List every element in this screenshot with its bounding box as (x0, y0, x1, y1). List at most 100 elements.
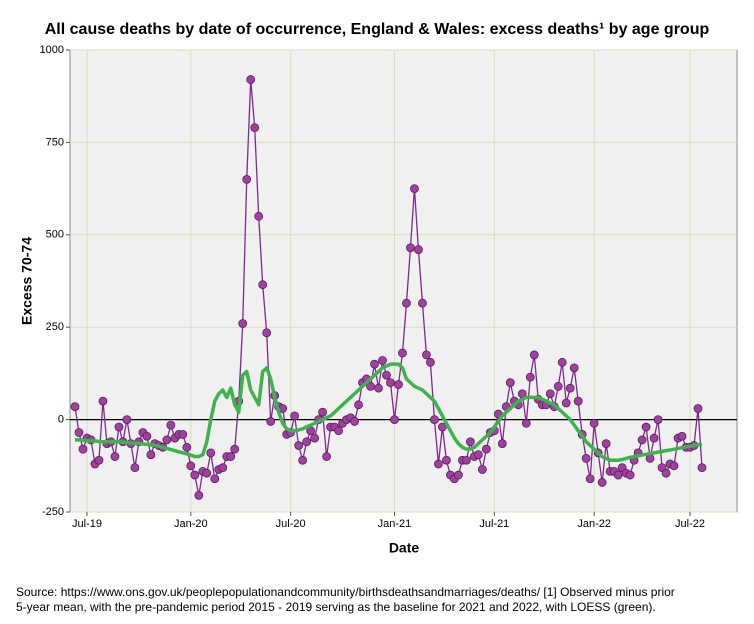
data-point (190, 470, 200, 480)
data-point (697, 463, 707, 473)
data-point (390, 415, 399, 425)
data-point (98, 396, 108, 406)
data-point (569, 363, 579, 373)
data-point (194, 490, 204, 500)
data-point (254, 211, 264, 221)
data-point (625, 470, 635, 480)
data-point (557, 357, 567, 367)
data-point (246, 75, 256, 84)
data-point (350, 417, 359, 426)
data-point (130, 463, 140, 473)
data-point (414, 245, 423, 254)
y-tick-label: 500 (46, 229, 64, 241)
data-point (477, 465, 487, 474)
x-tick-label: Jul-21 (479, 518, 509, 530)
x-tick-label: Jul-20 (276, 518, 306, 530)
data-point (302, 437, 312, 447)
data-point (525, 372, 535, 382)
data-point (146, 450, 156, 460)
data-point (178, 429, 188, 439)
data-point (318, 407, 328, 417)
data-point (497, 439, 507, 449)
data-point (206, 448, 216, 458)
data-point (298, 455, 308, 465)
data-point (430, 415, 439, 425)
data-point (374, 383, 383, 393)
data-point (613, 470, 623, 480)
data-point (641, 422, 651, 432)
data-point (521, 418, 531, 428)
x-tick-label: Jan-22 (577, 518, 611, 530)
data-point (370, 359, 379, 369)
y-tick-label: 750 (46, 136, 64, 148)
x-tick-label: Jan-20 (174, 518, 208, 530)
data-point (94, 455, 104, 465)
data-point (310, 433, 320, 443)
loess-line (75, 362, 703, 463)
data-point (250, 123, 260, 133)
data-point (162, 435, 172, 445)
data-point (505, 378, 515, 388)
data-point (258, 280, 268, 290)
data-point (322, 452, 331, 461)
data-point (418, 298, 427, 308)
data-point (406, 243, 415, 253)
data-point (581, 454, 591, 463)
y-axis-title: Excess 70-74 (19, 237, 35, 325)
data-point (601, 439, 611, 449)
data-point (573, 396, 583, 406)
data-point (438, 422, 447, 432)
data-point (410, 184, 419, 194)
data-point (142, 431, 152, 441)
source-note: 5-year mean, with the pre-pandemic perio… (16, 600, 656, 614)
data-point (218, 463, 228, 473)
data-point (426, 357, 435, 367)
data-point (585, 474, 595, 484)
data-point (266, 417, 276, 426)
data-point (529, 350, 539, 360)
data-point (545, 389, 555, 399)
data-point (473, 450, 483, 460)
y-tick-label: 250 (46, 321, 64, 333)
x-axis-title: Date (389, 540, 420, 556)
data-point (465, 437, 475, 447)
data-point (677, 431, 687, 441)
data-point (589, 418, 599, 428)
data-point (166, 420, 176, 430)
data-point (661, 468, 671, 478)
data-point (182, 442, 192, 452)
data-point (653, 415, 663, 425)
data-point (565, 383, 575, 393)
data-point (398, 348, 407, 358)
data-point (422, 350, 431, 360)
data-point (669, 461, 679, 471)
y-tick-label: 0 (58, 414, 64, 426)
data-point (434, 459, 443, 469)
data-point (378, 356, 387, 365)
data-point (202, 468, 212, 478)
data-point (354, 400, 363, 410)
data-point (242, 174, 252, 184)
data-point (637, 435, 647, 445)
data-point (453, 470, 463, 480)
y-tick-label: 1000 (40, 44, 64, 56)
data-point (74, 428, 84, 437)
data-point (553, 381, 563, 391)
data-point (262, 328, 272, 338)
data-point (78, 444, 88, 454)
data-point (334, 426, 343, 436)
data-point (386, 378, 395, 388)
data-point (290, 411, 300, 421)
data-point (461, 455, 471, 465)
data-point (70, 402, 80, 412)
chart-title: All cause deaths by date of occurrence, … (45, 21, 710, 38)
data-point (226, 452, 236, 461)
x-tick-label: Jul-22 (675, 518, 705, 530)
data-point (210, 474, 220, 484)
data-point (693, 404, 703, 413)
data-point (442, 455, 451, 465)
source-note: Source: https://www.ons.gov.uk/peoplepop… (16, 585, 675, 599)
data-point (294, 441, 304, 450)
data-point (114, 422, 124, 432)
